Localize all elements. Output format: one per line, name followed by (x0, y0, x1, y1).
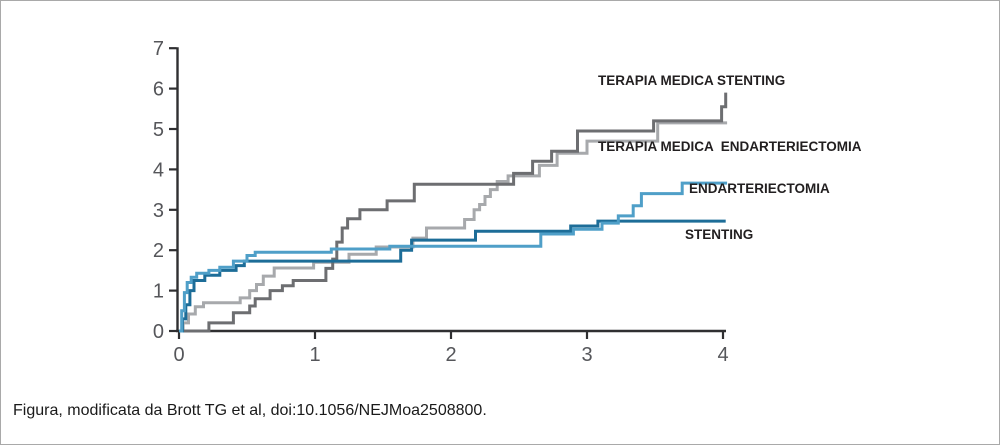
figure-caption: Figura, modificata da Brott TG et al, do… (13, 402, 487, 419)
y-tick-label: 4 (153, 159, 164, 181)
series-label-stenting: STENTING (685, 227, 754, 242)
y-tick-label: 7 (153, 38, 164, 60)
x-tick-label: 0 (173, 344, 184, 366)
series-line-stenting (179, 219, 726, 333)
series-label-endarteriectomia: ENDARTERIECTOMIA (689, 181, 830, 196)
x-tick-label: 3 (581, 344, 592, 366)
series-line-terapia-medica-stenting (179, 92, 728, 333)
y-tick-label: 5 (153, 119, 164, 141)
series-label-terapia-medica-stenting: TERAPIA MEDICA STENTING (598, 73, 786, 88)
y-tick-label: 0 (153, 321, 164, 343)
series-label-terapia-medica-endarteriectomia: TERAPIA MEDICA ENDARTERIECTOMIA (598, 139, 862, 154)
axes (176, 47, 726, 333)
series-line-endarteriectomia (179, 181, 728, 333)
x-tick-label: 2 (445, 344, 456, 366)
y-tick-label: 1 (153, 281, 164, 303)
y-tick-label: 2 (153, 240, 164, 262)
y-tick-label: 3 (153, 200, 164, 222)
x-tick-label: 4 (717, 344, 728, 366)
tick-labels: 0 1 2 3 4 5 6 7 0 1 2 3 4 (153, 38, 729, 366)
y-tick-label: 6 (153, 79, 164, 101)
x-tick-label: 1 (309, 344, 320, 366)
